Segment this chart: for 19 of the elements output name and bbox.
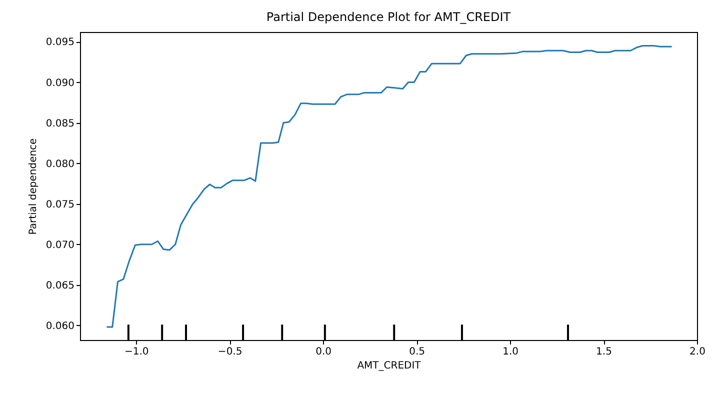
x-tick-label: 1.0 [502,346,518,358]
x-tick-label: −1.0 [124,346,149,358]
x-tick-label: 0.5 [409,346,425,358]
x-tick-label: −0.5 [218,346,242,358]
x-tick-label: 2.0 [690,346,706,358]
x-tick-label: 1.5 [596,346,612,358]
chart-title: Partial Dependence Plot for AMT_CREDIT [266,10,512,24]
x-axis-title: AMT_CREDIT [357,360,422,372]
y-axis-title: Partial dependence [28,138,39,235]
y-tick-label: 0.060 [46,320,74,332]
y-tick-label: 0.090 [46,78,74,89]
line-series [106,45,673,328]
y-tick-label: 0.065 [46,280,74,292]
x-tick-label: 0.0 [316,346,332,358]
y-tick-label: 0.095 [46,37,74,48]
y-tick-label: 0.075 [46,199,74,210]
y-tick-label: 0.085 [46,118,74,130]
y-tick-label: 0.080 [46,158,74,170]
y-tick-label: 0.070 [46,240,74,251]
